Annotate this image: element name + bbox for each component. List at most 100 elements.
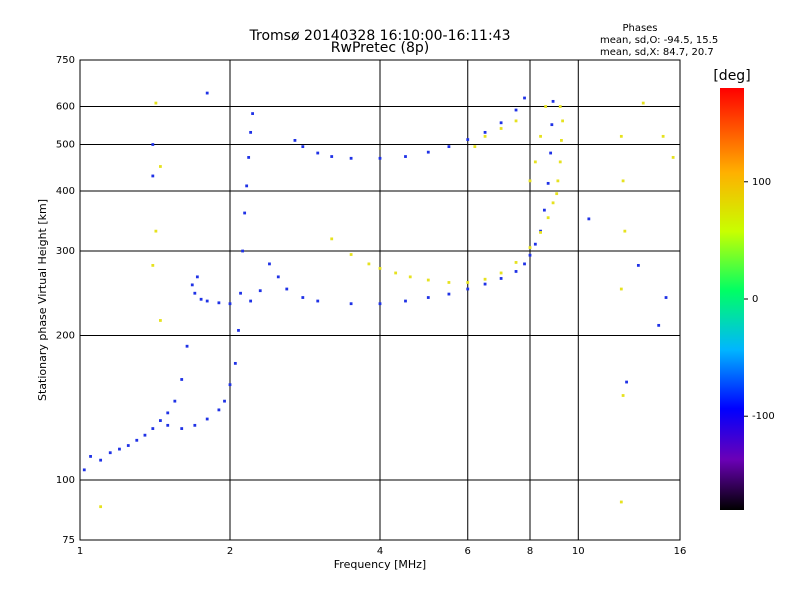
o-mode-point (330, 155, 334, 158)
x-tick-label: 10 (572, 546, 585, 557)
x-mode-point (528, 246, 532, 249)
o-mode-point (233, 361, 237, 365)
o-mode-point (316, 151, 320, 155)
x-tick-label: 8 (527, 546, 533, 557)
x-tick-label: 16 (674, 546, 687, 557)
x-mode-point (661, 134, 665, 138)
x-tick-label: 1 (77, 546, 83, 557)
o-mode-point (173, 399, 177, 403)
o-mode-point (223, 399, 226, 403)
x-mode-point (466, 281, 470, 284)
o-mode-point (193, 291, 197, 295)
y-axis-label: Stationary phase Virtual Height [km] (36, 199, 49, 401)
grid-layer (80, 60, 680, 540)
y-tick-label: 300 (56, 246, 75, 257)
o-mode-point (528, 253, 532, 257)
y-tick-label: 600 (56, 102, 75, 113)
o-mode-point (499, 277, 503, 280)
o-mode-point (245, 184, 249, 188)
o-mode-point (159, 419, 162, 422)
o-mode-point (193, 423, 197, 427)
x-mode-point (556, 179, 560, 183)
phases-title: Phases (622, 23, 657, 34)
x-mode-point (560, 138, 563, 142)
x-mode-point (623, 229, 627, 233)
o-mode-point (483, 130, 487, 134)
o-mode-point (293, 138, 297, 142)
o-mode-point (195, 275, 199, 279)
o-mode-point (514, 108, 518, 112)
y-tick-label: 500 (56, 140, 75, 151)
o-mode-point (466, 138, 470, 141)
y-tick-label: 400 (56, 186, 75, 197)
o-mode-point (268, 262, 271, 266)
x-mode-point (539, 231, 542, 234)
x-mode-point (378, 266, 382, 270)
x-mode-point (619, 500, 623, 504)
x-mode-point (533, 160, 537, 164)
o-mode-point (258, 289, 262, 293)
x-mode-point (154, 101, 158, 105)
o-mode-point (276, 275, 280, 279)
colorbar-ticks: 100 0 -100 (744, 177, 775, 422)
o-mode-point (499, 121, 503, 125)
y-tick-label: 750 (56, 55, 75, 66)
x-mode-point (159, 319, 162, 322)
x-axis-label: Frequency [MHz] (334, 558, 426, 571)
o-mode-point (251, 112, 254, 115)
o-mode-point (426, 150, 430, 154)
o-mode-point (228, 383, 232, 387)
tick-labels-layer: 1 2 4 6 8 10 16 75 100 200 300 400 500 600 750 (56, 55, 686, 557)
o-mode-point (180, 378, 184, 381)
o-mode-point (99, 458, 103, 462)
x-mode-point (447, 281, 451, 284)
o-mode-point (404, 155, 407, 158)
o-mode-point (349, 302, 353, 306)
x-mode-point (539, 134, 542, 138)
o-mode-point (523, 96, 526, 100)
o-mode-point (378, 156, 382, 160)
x-mode-point (619, 134, 623, 138)
x-mode-point (154, 229, 158, 233)
x-tick-label: 4 (377, 546, 383, 557)
o-mode-point (118, 447, 121, 451)
x-mode-point (558, 160, 562, 164)
x-mode-point (671, 156, 675, 159)
x-mode-point (499, 127, 503, 130)
chart-title: Tromsø 20140328 16:10:00-16:11:43 (249, 28, 511, 44)
x-mode-point (558, 105, 562, 108)
o-mode-point (82, 468, 86, 472)
o-mode-point (664, 296, 668, 299)
data-points-layer (82, 91, 675, 509)
o-mode-point (243, 211, 247, 215)
o-mode-point (205, 91, 209, 95)
o-mode-point (166, 411, 170, 415)
x-mode-point (367, 262, 371, 266)
o-mode-point (151, 143, 155, 146)
x-mode-point (561, 119, 564, 123)
o-mode-point (426, 296, 430, 299)
o-mode-point (199, 297, 203, 301)
x-mode-point (555, 192, 559, 196)
o-mode-point (151, 174, 155, 178)
colorbar-label: [deg] (713, 68, 750, 84)
o-mode-point (533, 242, 537, 246)
o-mode-point (301, 296, 305, 299)
colorbar-tick-label: 100 (752, 177, 771, 188)
o-mode-point (241, 249, 245, 253)
o-mode-point (483, 282, 487, 286)
x-mode-point (544, 105, 548, 108)
o-mode-point (349, 156, 353, 160)
x-mode-point (499, 271, 503, 275)
x-mode-point (551, 201, 555, 205)
o-mode-point (301, 145, 305, 149)
o-mode-point (550, 123, 554, 127)
x-mode-point (394, 271, 398, 275)
x-mode-point (546, 216, 550, 220)
o-mode-point (228, 302, 232, 306)
o-mode-point (180, 427, 184, 430)
x-mode-point (473, 145, 477, 149)
x-tick-label: 2 (227, 546, 233, 557)
o-mode-point (239, 291, 242, 295)
